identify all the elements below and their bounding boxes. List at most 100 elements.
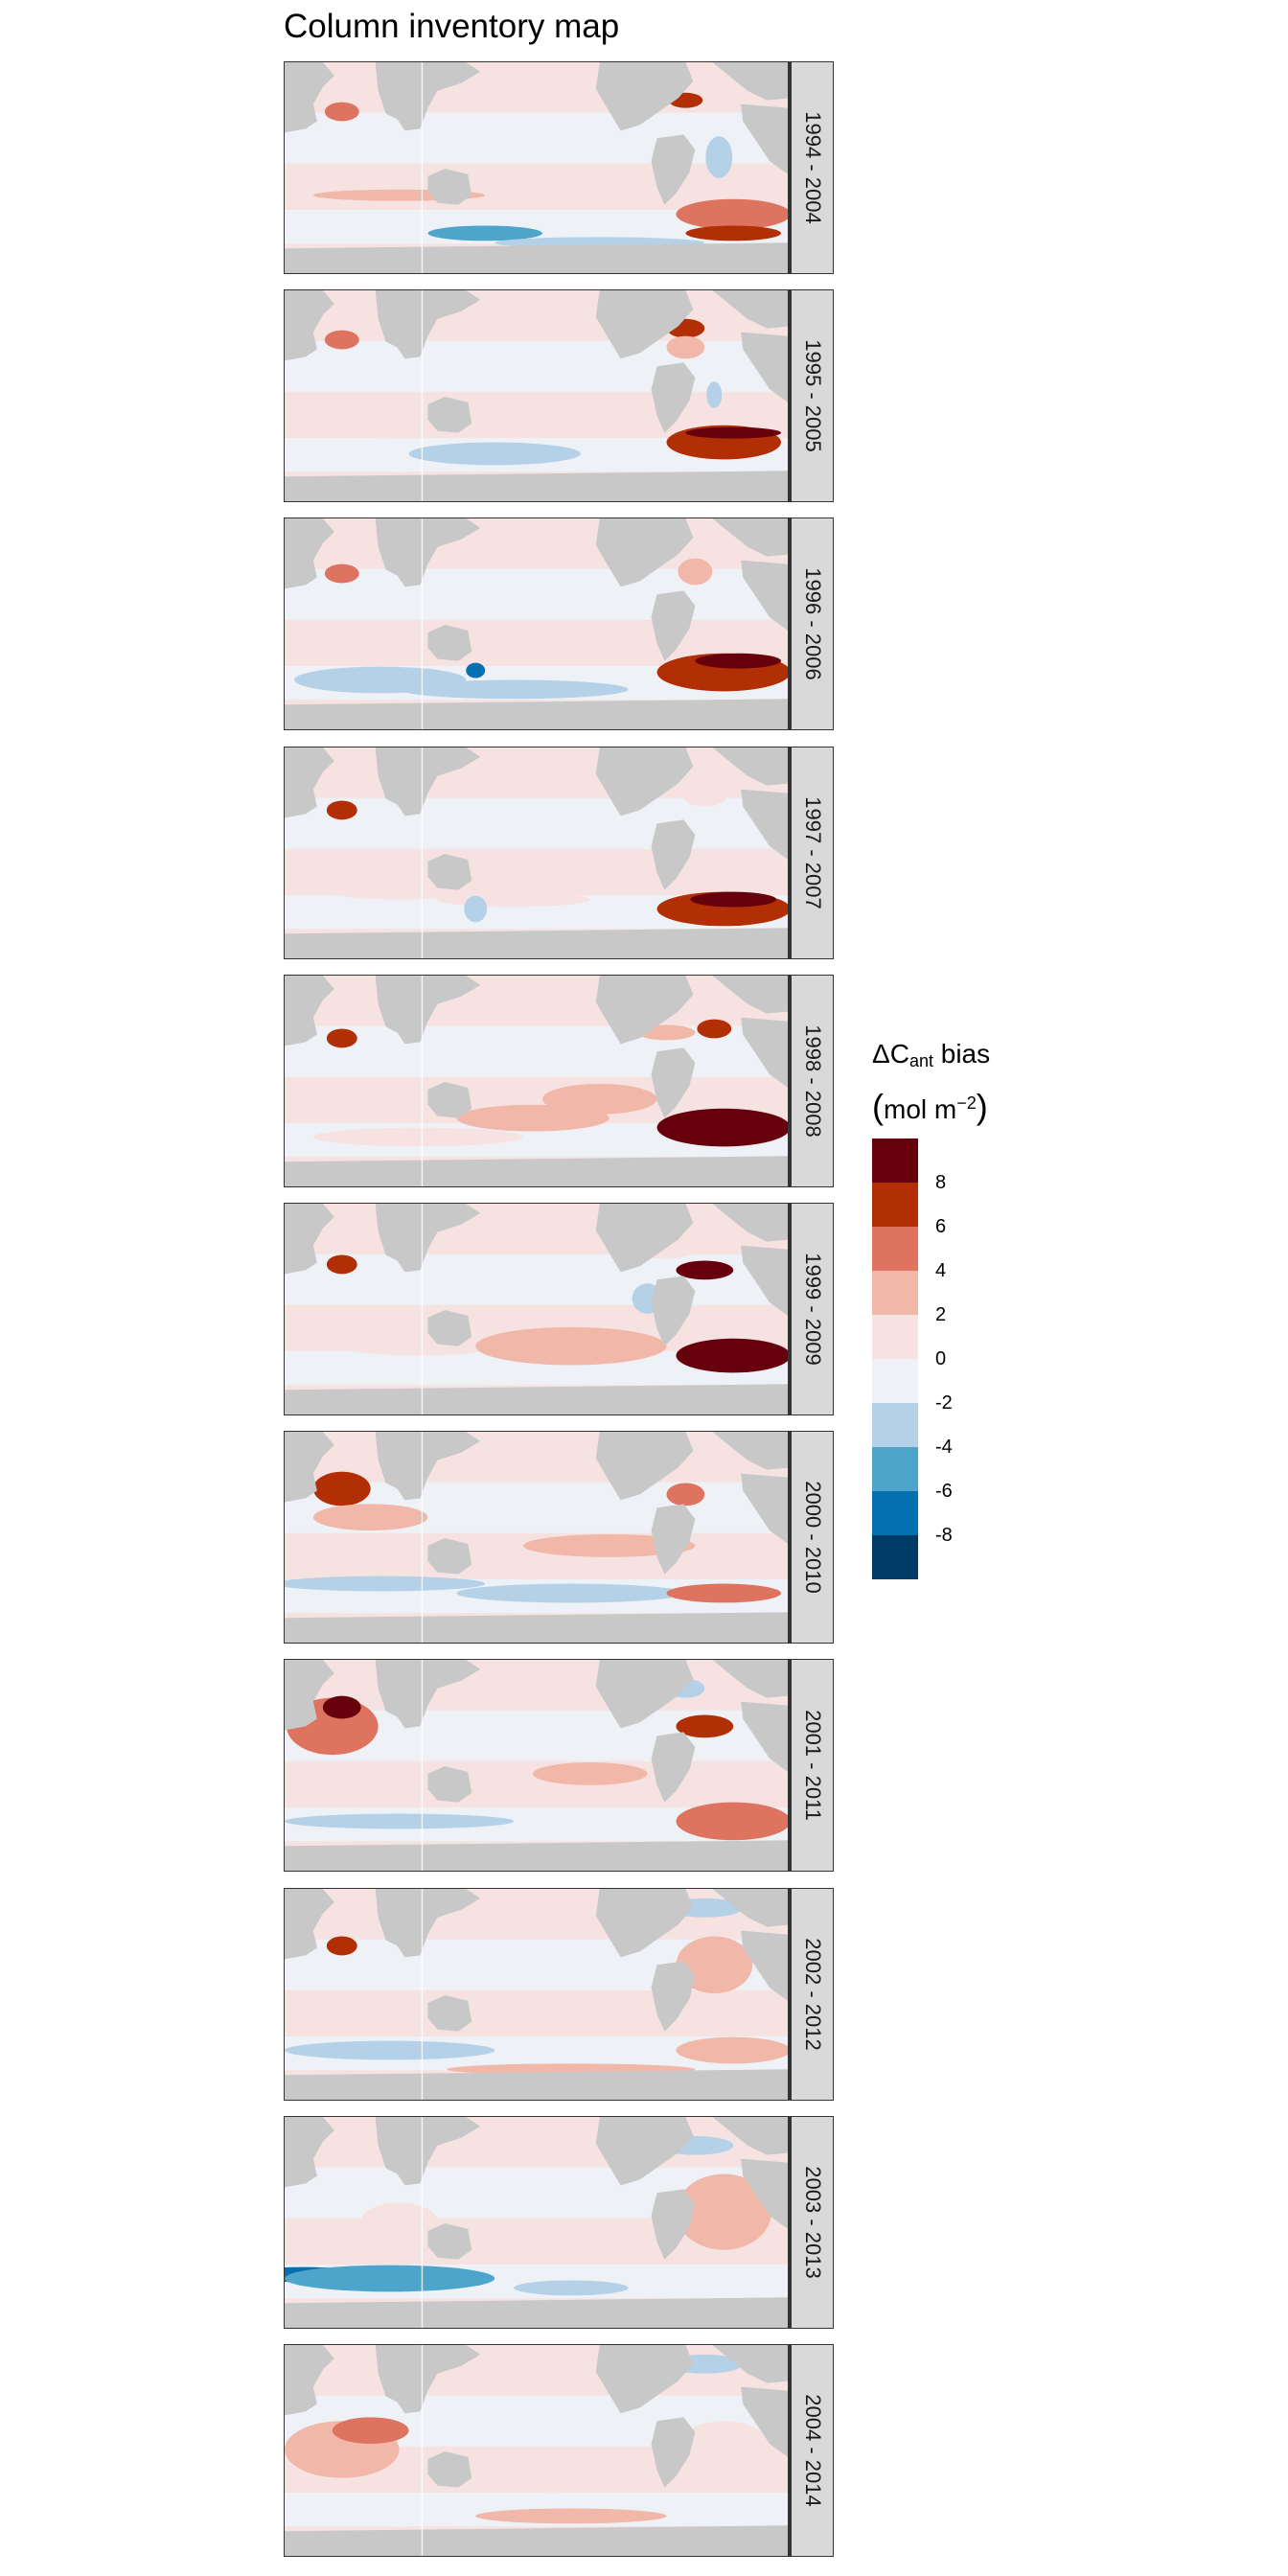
facet-strip: 2004 - 2014 — [789, 2344, 834, 2557]
land-mass — [712, 2116, 788, 2155]
land-mass — [595, 290, 694, 359]
ocean-band — [285, 518, 788, 570]
bias-patch — [676, 198, 788, 230]
land-mass — [712, 518, 788, 558]
bias-map — [284, 746, 789, 959]
facet-strip: 2001 - 2011 — [789, 1659, 834, 1873]
land-mass — [285, 1156, 788, 1186]
colorbar-bin — [872, 1359, 918, 1403]
land-mass — [375, 62, 481, 131]
bias-patch — [312, 1504, 428, 1531]
land-mass — [712, 747, 788, 786]
land-mass — [285, 242, 788, 273]
map-svg — [285, 1888, 788, 2100]
bias-patch — [685, 225, 782, 242]
land-mass — [712, 975, 788, 1014]
land-mass — [285, 2525, 788, 2556]
legend-title-main: ΔC — [872, 1039, 909, 1069]
map-svg — [285, 2116, 788, 2328]
colorbar-bin — [872, 1491, 918, 1535]
bias-patch — [676, 1936, 753, 1993]
colorbar-tick-label: -8 — [935, 1525, 953, 1546]
facet-strip: 1997 - 2007 — [789, 746, 834, 959]
legend-title-subscript: ant — [908, 1051, 933, 1070]
land-mass — [595, 2345, 694, 2414]
land-mass — [427, 397, 472, 433]
facet-panel: 1994 - 2004 — [284, 61, 834, 274]
bias-map — [284, 289, 789, 503]
land-mass — [595, 747, 694, 816]
facet-panel: 2004 - 2014 — [284, 2344, 834, 2557]
land-mass — [375, 1432, 481, 1501]
colorbar-tick-label: 6 — [935, 1216, 947, 1237]
facet-strip: 1998 - 2008 — [789, 974, 834, 1187]
bias-patch — [285, 2040, 495, 2059]
bias-patch — [312, 1127, 524, 1147]
legend-title-rest: bias — [932, 1039, 991, 1069]
facet-label: 2001 - 2011 — [800, 1710, 825, 1822]
land-mass — [375, 747, 481, 816]
facet-panel: 1997 - 2007 — [284, 746, 834, 959]
land-mass — [375, 1888, 481, 1957]
map-svg — [285, 975, 788, 1186]
ocean-band — [285, 290, 788, 341]
facet-panel: 2001 - 2011 — [284, 1659, 834, 1873]
land-mass — [285, 1840, 788, 1872]
map-svg — [285, 62, 788, 273]
bias-patch — [533, 1762, 648, 1786]
facet-label: 2004 - 2014 — [800, 2394, 825, 2507]
land-mass — [375, 518, 481, 587]
legend-unit: (mol m−2) — [872, 1087, 988, 1126]
land-mass — [375, 2345, 481, 2414]
ocean-band — [285, 975, 788, 1026]
land-mass — [741, 789, 788, 860]
land-mass — [285, 2297, 788, 2328]
land-mass — [741, 1245, 788, 1316]
land-mass — [741, 104, 788, 174]
bias-patch — [360, 2201, 438, 2241]
bias-patch — [676, 1338, 788, 1373]
land-mass — [285, 975, 334, 1046]
bias-patch — [332, 2417, 409, 2445]
bias-patch — [676, 2421, 772, 2478]
facet-label: 2003 - 2013 — [800, 2166, 825, 2279]
ocean-band — [285, 1660, 788, 1712]
land-mass — [285, 1612, 788, 1644]
land-mass — [712, 1660, 788, 1699]
bias-patch — [705, 136, 733, 178]
facet-label: 1995 - 2005 — [800, 339, 825, 452]
land-mass — [651, 1276, 696, 1346]
land-mass — [375, 1204, 481, 1273]
map-svg — [285, 747, 788, 958]
bias-patch — [666, 1583, 782, 1603]
facet-label: 2002 - 2012 — [800, 1937, 825, 2051]
bias-patch — [676, 1803, 788, 1841]
land-mass — [427, 1766, 472, 1804]
legend-unit-main: mol m — [884, 1094, 957, 1124]
colorbar-bin — [872, 1403, 918, 1447]
ocean-band — [285, 1760, 788, 1808]
ocean-band — [285, 62, 788, 113]
land-mass — [285, 1432, 334, 1503]
land-mass — [285, 747, 334, 817]
land-mass — [595, 1432, 694, 1501]
facet-label: 1994 - 2004 — [800, 111, 825, 224]
land-mass — [285, 1204, 334, 1275]
land-mass — [427, 168, 472, 205]
facet-panel: 2003 - 2013 — [284, 2115, 834, 2329]
bias-patch — [541, 1083, 657, 1115]
facet-panel: 2000 - 2010 — [284, 1431, 834, 1644]
land-mass — [651, 362, 696, 433]
bias-patch — [326, 800, 357, 819]
legend-title: ΔCant bias — [872, 1035, 1064, 1080]
land-mass — [741, 1701, 788, 1773]
map-svg — [285, 1204, 788, 1414]
land-mass — [285, 1888, 334, 1959]
bias-patch — [326, 1254, 357, 1275]
facet-strip: 1994 - 2004 — [789, 61, 834, 274]
colorbar-tick-label: -2 — [935, 1392, 953, 1414]
land-mass — [651, 1504, 696, 1575]
land-mass — [712, 290, 788, 329]
bias-patch — [437, 891, 590, 908]
bias-patch — [676, 2036, 788, 2063]
